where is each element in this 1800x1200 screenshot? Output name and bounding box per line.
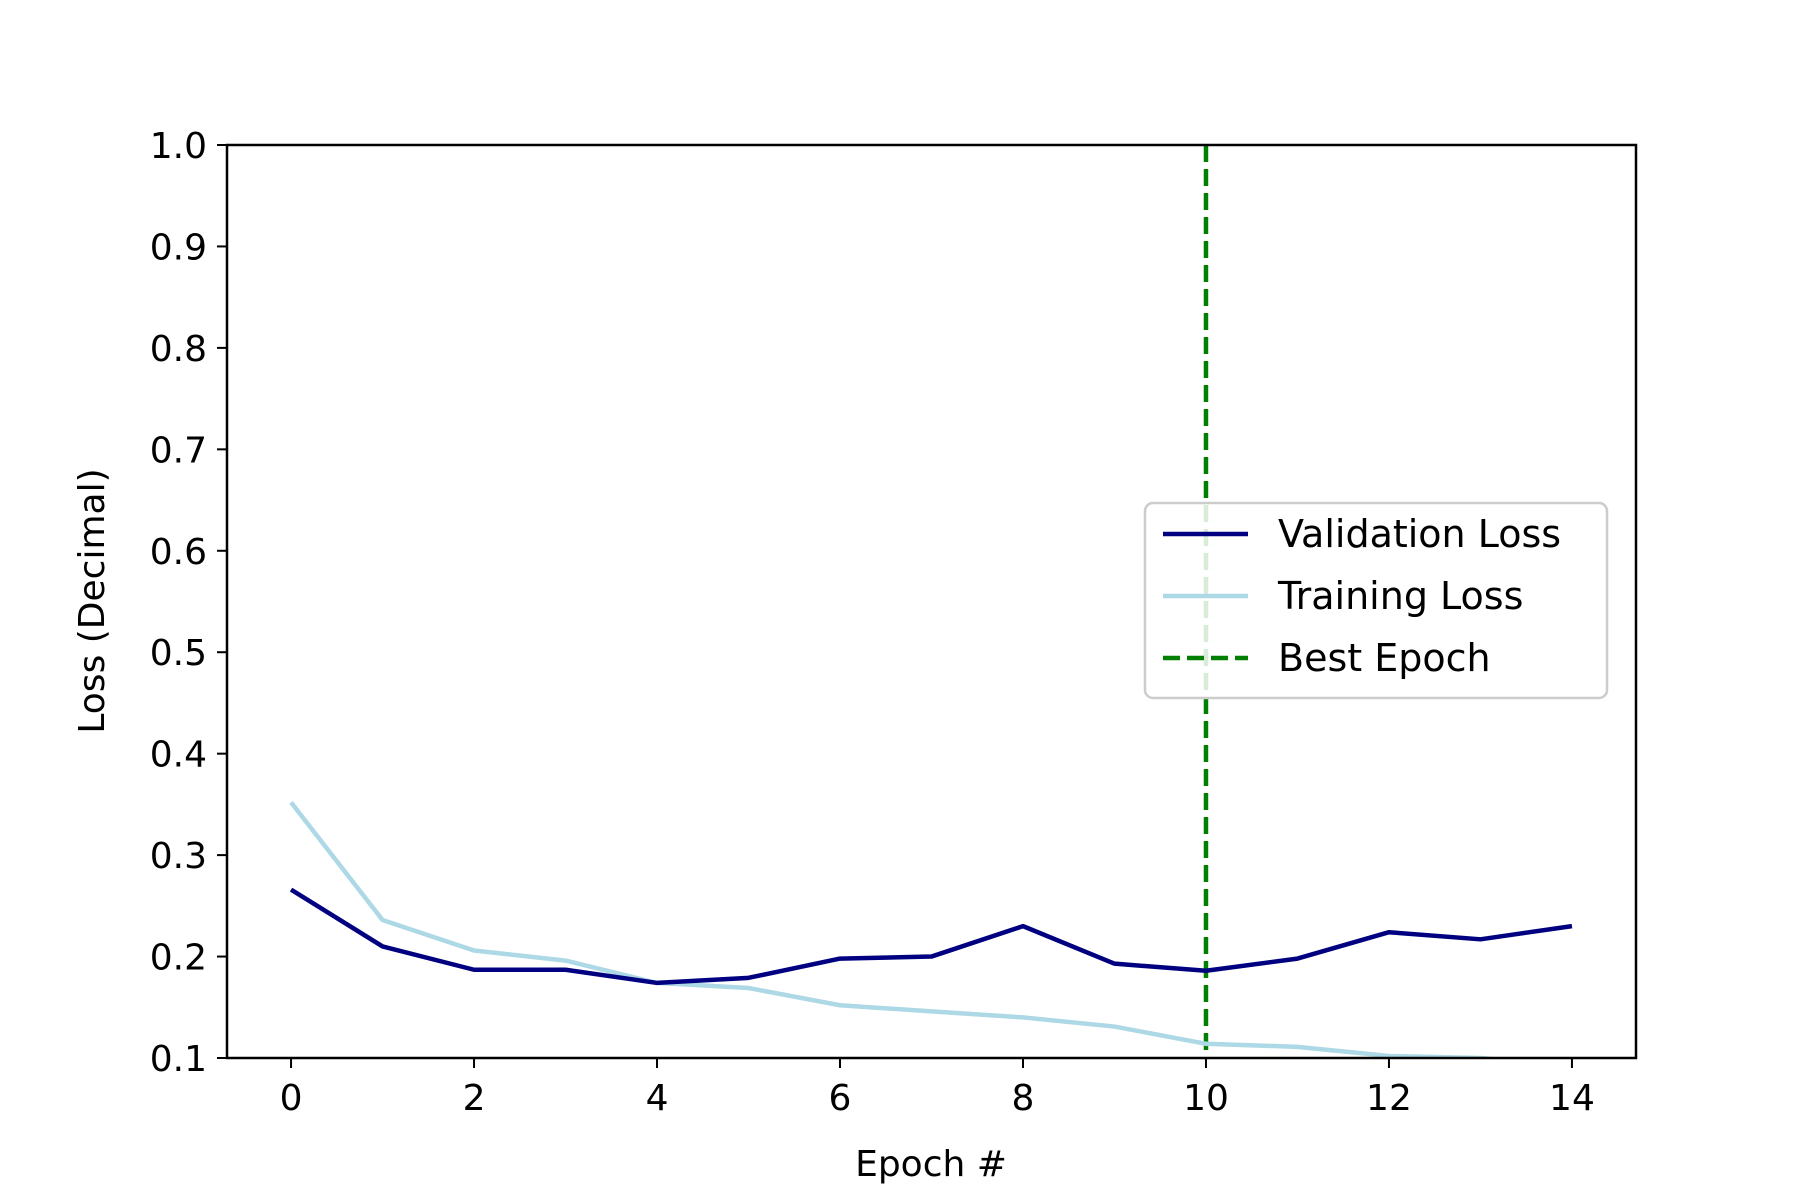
y-axis-label: Loss (Decimal) xyxy=(72,468,113,733)
x-tick-label: 0 xyxy=(280,1078,303,1119)
y-tick-label: 0.1 xyxy=(150,1039,207,1080)
y-tick-label: 0.9 xyxy=(150,227,207,268)
x-tick-label: 10 xyxy=(1183,1078,1229,1119)
y-tick-label: 1.0 xyxy=(150,126,207,167)
y-tick-label: 0.5 xyxy=(150,633,207,674)
x-tick-label: 6 xyxy=(829,1078,852,1119)
validation-loss-line xyxy=(289,887,1573,986)
legend: Validation Loss Training Loss Best Epoch xyxy=(1143,501,1609,700)
y-tick-label: 0.6 xyxy=(150,532,207,573)
x-tick-label: 8 xyxy=(1012,1078,1035,1119)
y-axis: 0.1 0.2 0.3 0.4 0.5 0.6 0.7 0.8 0.9 1.0 xyxy=(150,126,227,1080)
y-tick-label: 0.7 xyxy=(150,430,207,471)
y-tick-label: 0.2 xyxy=(150,938,207,979)
legend-label: Best Epoch xyxy=(1278,636,1491,680)
training-loss-line xyxy=(289,800,1506,1058)
x-axis: 0 2 4 6 8 10 12 14 xyxy=(280,1058,1595,1119)
legend-box xyxy=(1143,501,1609,700)
legend-label: Training Loss xyxy=(1277,574,1523,618)
legend-label: Validation Loss xyxy=(1278,512,1561,556)
y-tick-label: 0.3 xyxy=(150,836,207,877)
y-tick-label: 0.4 xyxy=(150,735,207,776)
y-tick-label: 0.8 xyxy=(150,329,207,370)
plot-frame xyxy=(225,143,1638,1060)
x-tick-label: 4 xyxy=(646,1078,669,1119)
x-tick-label: 12 xyxy=(1366,1078,1412,1119)
x-tick-label: 2 xyxy=(463,1078,486,1119)
x-tick-label: 14 xyxy=(1549,1078,1595,1119)
x-axis-label: Epoch # xyxy=(855,1144,1007,1185)
